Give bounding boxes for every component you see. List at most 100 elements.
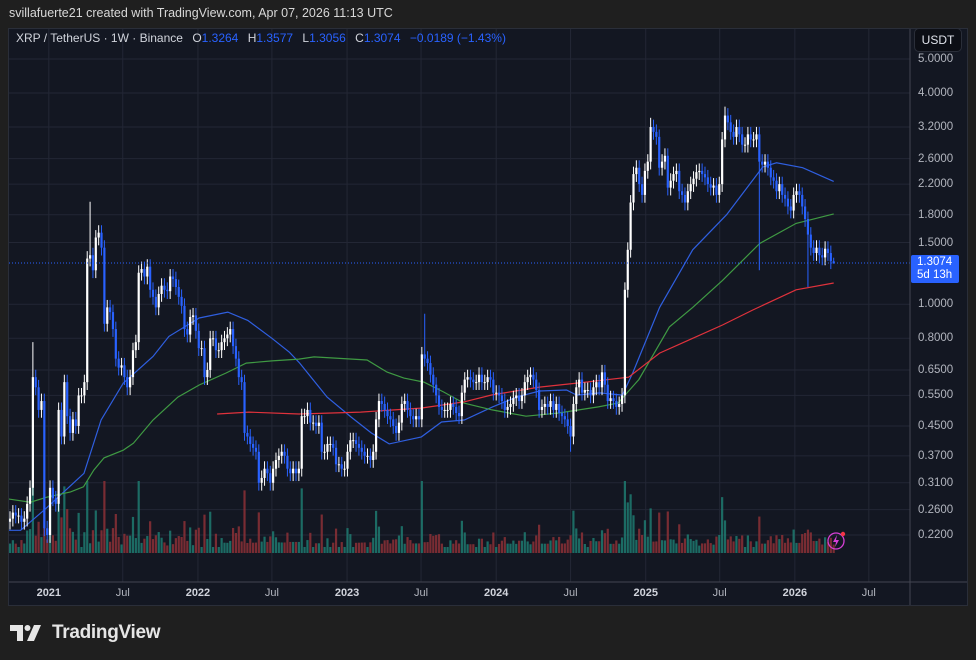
candle-body bbox=[503, 401, 506, 410]
candle-body bbox=[509, 403, 512, 407]
candle-body bbox=[472, 379, 475, 383]
candle bbox=[323, 444, 326, 460]
candle bbox=[652, 119, 655, 140]
volume-bar bbox=[623, 481, 626, 553]
volume-bar bbox=[721, 497, 724, 553]
price-tick-label: 1.0000 bbox=[918, 298, 954, 311]
candle bbox=[217, 342, 220, 359]
currency-button[interactable]: USDT bbox=[914, 28, 962, 52]
candle bbox=[766, 154, 769, 176]
candle-body bbox=[143, 269, 146, 277]
volume-bar bbox=[354, 542, 358, 553]
volume-bar bbox=[606, 528, 609, 553]
candle-body bbox=[517, 395, 521, 402]
volume-bar bbox=[346, 528, 349, 553]
candle bbox=[257, 444, 260, 491]
candle-body bbox=[357, 443, 361, 448]
candle bbox=[169, 269, 172, 299]
volume-bar bbox=[778, 539, 781, 553]
candle bbox=[117, 351, 120, 376]
candle bbox=[274, 452, 278, 477]
volume-bar bbox=[372, 537, 375, 553]
tradingview-logo[interactable]: TradingView bbox=[10, 622, 161, 644]
candle-body bbox=[718, 184, 721, 195]
candle-body bbox=[560, 413, 564, 417]
candle-body bbox=[626, 249, 629, 290]
candle-body bbox=[612, 398, 615, 402]
candle-body bbox=[177, 287, 180, 297]
volume-bar bbox=[203, 514, 206, 553]
candle bbox=[397, 415, 401, 441]
candle bbox=[678, 163, 681, 200]
symbol-name[interactable]: XRP / TetherUS · 1W · Binance bbox=[16, 31, 183, 45]
candle-body bbox=[558, 403, 561, 414]
volume-bar bbox=[177, 536, 180, 553]
candle-body bbox=[372, 451, 375, 460]
candle-body bbox=[706, 177, 709, 185]
volume-bar bbox=[600, 530, 604, 553]
candle bbox=[200, 340, 203, 356]
candle-body bbox=[658, 136, 661, 168]
candle bbox=[435, 377, 438, 404]
candle bbox=[549, 393, 552, 415]
candle bbox=[569, 418, 572, 452]
price-tick-label: 0.4500 bbox=[918, 419, 954, 432]
candle-body bbox=[129, 377, 132, 388]
volume-bar bbox=[209, 511, 212, 553]
candle bbox=[658, 129, 661, 176]
candle-body bbox=[515, 395, 518, 399]
volume-bar bbox=[383, 540, 386, 553]
candle-body bbox=[377, 401, 381, 420]
candle-body bbox=[701, 170, 704, 175]
candle bbox=[623, 282, 626, 404]
candle-body bbox=[106, 307, 109, 324]
volume-bar bbox=[294, 541, 298, 553]
candle bbox=[120, 357, 123, 376]
candle bbox=[749, 126, 752, 148]
candle-body bbox=[180, 296, 183, 306]
candle bbox=[312, 415, 315, 431]
candle-body bbox=[171, 276, 175, 280]
candle-body bbox=[157, 293, 160, 308]
volume-bar bbox=[263, 536, 266, 553]
candle-body bbox=[712, 185, 715, 188]
volume-bar bbox=[538, 524, 541, 553]
candle-body bbox=[755, 134, 758, 140]
candle bbox=[260, 470, 263, 491]
candle bbox=[137, 265, 140, 350]
volume-bar bbox=[66, 509, 69, 553]
candle bbox=[423, 313, 426, 367]
volume-bar bbox=[340, 542, 343, 553]
candle-body bbox=[11, 512, 14, 519]
candle-body bbox=[289, 468, 292, 474]
volume-bar bbox=[741, 535, 744, 553]
candle-body bbox=[598, 382, 601, 388]
low-value: 1.3056 bbox=[309, 31, 346, 45]
volume-bar bbox=[675, 543, 678, 553]
volume-bar bbox=[466, 544, 469, 553]
candle bbox=[758, 126, 761, 271]
candle bbox=[795, 183, 798, 203]
candle bbox=[166, 282, 169, 299]
candle-body bbox=[735, 127, 738, 137]
candle bbox=[263, 461, 266, 486]
candle bbox=[555, 396, 558, 418]
candle bbox=[60, 402, 63, 445]
candle bbox=[558, 396, 561, 421]
candle bbox=[449, 396, 452, 418]
candle bbox=[151, 282, 155, 305]
candle-body bbox=[432, 374, 435, 385]
volume-bar bbox=[317, 543, 320, 553]
candle-body bbox=[555, 403, 558, 410]
candle bbox=[211, 330, 215, 347]
volume-bar bbox=[809, 532, 812, 553]
chart-credit: svillafuerte21 created with TradingView.… bbox=[9, 6, 393, 20]
candle bbox=[815, 240, 818, 261]
volume-bar bbox=[437, 534, 441, 553]
candle-body bbox=[91, 255, 95, 271]
candle-body bbox=[660, 161, 664, 168]
volume-bar bbox=[463, 532, 466, 553]
candle bbox=[426, 351, 429, 371]
lightning-icon[interactable] bbox=[827, 531, 846, 550]
